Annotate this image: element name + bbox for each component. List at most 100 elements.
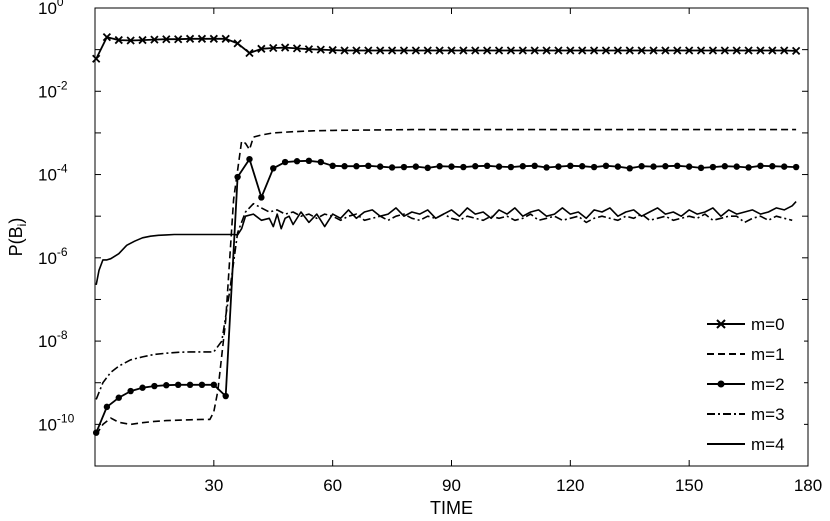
legend-marker — [716, 319, 726, 329]
data-point — [472, 163, 479, 170]
data-point — [744, 46, 753, 55]
y-axis-title-base: P(B — [6, 226, 26, 256]
data-point — [197, 34, 207, 43]
data-point — [174, 381, 182, 389]
y-tick-label-base: 10 — [38, 415, 57, 434]
data-point — [281, 158, 289, 166]
legend-label: m=2 — [751, 375, 785, 394]
data-point — [424, 164, 431, 172]
data-point — [506, 46, 516, 55]
data-point — [566, 46, 575, 55]
data-point — [709, 163, 717, 171]
y-tick-label: 100 — [38, 0, 64, 18]
data-point — [721, 163, 729, 170]
y-axis-title: P(Bi) — [6, 218, 29, 257]
data-point — [613, 46, 623, 55]
data-point — [792, 163, 800, 171]
data-point — [364, 46, 373, 55]
y-tick-label-base: 10 — [38, 166, 57, 185]
series-layer — [92, 33, 801, 436]
data-point — [115, 394, 122, 401]
legend-entry: m=2 — [707, 375, 785, 394]
data-point — [769, 163, 776, 170]
data-point — [198, 381, 206, 389]
data-point — [352, 46, 361, 55]
data-point — [483, 162, 491, 170]
series-line-m=0 — [95, 36, 797, 60]
data-point — [257, 44, 266, 53]
data-point — [602, 162, 610, 170]
data-point — [483, 46, 492, 55]
legend-entry: m=1 — [707, 345, 785, 364]
data-point — [387, 46, 397, 55]
data-point — [280, 43, 290, 52]
y-tick-label-base: 10 — [38, 82, 57, 101]
data-point — [353, 163, 360, 170]
data-point — [233, 39, 242, 48]
data-point — [745, 164, 752, 171]
data-point — [579, 163, 586, 170]
data-point — [365, 162, 372, 170]
data-point — [151, 382, 158, 390]
data-point — [614, 163, 622, 170]
x-tick-label: 120 — [556, 476, 584, 495]
y-tick-label: 10-10 — [38, 411, 75, 434]
data-point — [447, 46, 456, 55]
data-point — [210, 381, 218, 389]
y-axis-title-subscript: i — [15, 224, 29, 227]
data-point — [530, 46, 539, 55]
data-point — [518, 46, 527, 55]
data-point — [662, 163, 669, 170]
data-point — [542, 46, 551, 55]
x-axis: 30 60 90 120 150 180 — [204, 8, 822, 495]
data-point — [316, 45, 325, 54]
data-point — [222, 392, 229, 400]
y-tick-label-base: 10 — [38, 0, 57, 18]
data-point — [400, 163, 408, 171]
data-point — [150, 35, 159, 44]
legend-label: m=3 — [751, 405, 785, 424]
data-point — [649, 46, 658, 55]
data-point — [661, 46, 670, 55]
data-point — [589, 46, 599, 55]
y-tick-label: 10-6 — [38, 245, 68, 268]
data-point — [696, 46, 706, 55]
data-point — [329, 162, 336, 170]
series-line-m=1 — [95, 128, 797, 436]
data-point — [174, 35, 183, 44]
data-point — [258, 194, 265, 201]
data-point — [399, 46, 409, 55]
y-tick-label: 10-2 — [38, 78, 68, 101]
data-point — [543, 164, 550, 171]
series-line-m=4 — [95, 201, 797, 286]
series-m=4 — [95, 201, 797, 286]
data-point — [673, 46, 682, 55]
data-point — [720, 46, 729, 55]
data-point — [185, 34, 195, 43]
data-point — [756, 46, 765, 55]
data-point — [685, 46, 694, 55]
data-point — [376, 46, 385, 55]
data-point — [293, 158, 301, 165]
x-axis-title: TIME — [430, 498, 473, 518]
data-point — [780, 46, 789, 55]
y-tick-label-exponent: -8 — [57, 328, 68, 342]
data-point — [436, 163, 443, 170]
data-point — [92, 429, 100, 436]
legend-label: m=1 — [751, 345, 785, 364]
data-point — [519, 163, 526, 170]
data-point — [435, 46, 444, 55]
data-point — [685, 163, 693, 170]
legend: m=0 m=1 m=2 m=3 m=4 — [697, 302, 804, 458]
y-tick-label-exponent: -10 — [57, 411, 75, 425]
data-point — [531, 162, 538, 170]
data-point — [411, 46, 420, 55]
x-tick-label: 90 — [442, 476, 461, 495]
data-point — [650, 163, 657, 170]
data-point — [459, 46, 468, 55]
data-point — [340, 46, 349, 55]
legend-entry: m=4 — [707, 435, 785, 454]
data-point — [412, 163, 420, 170]
data-point — [494, 46, 504, 55]
data-point — [246, 155, 253, 163]
